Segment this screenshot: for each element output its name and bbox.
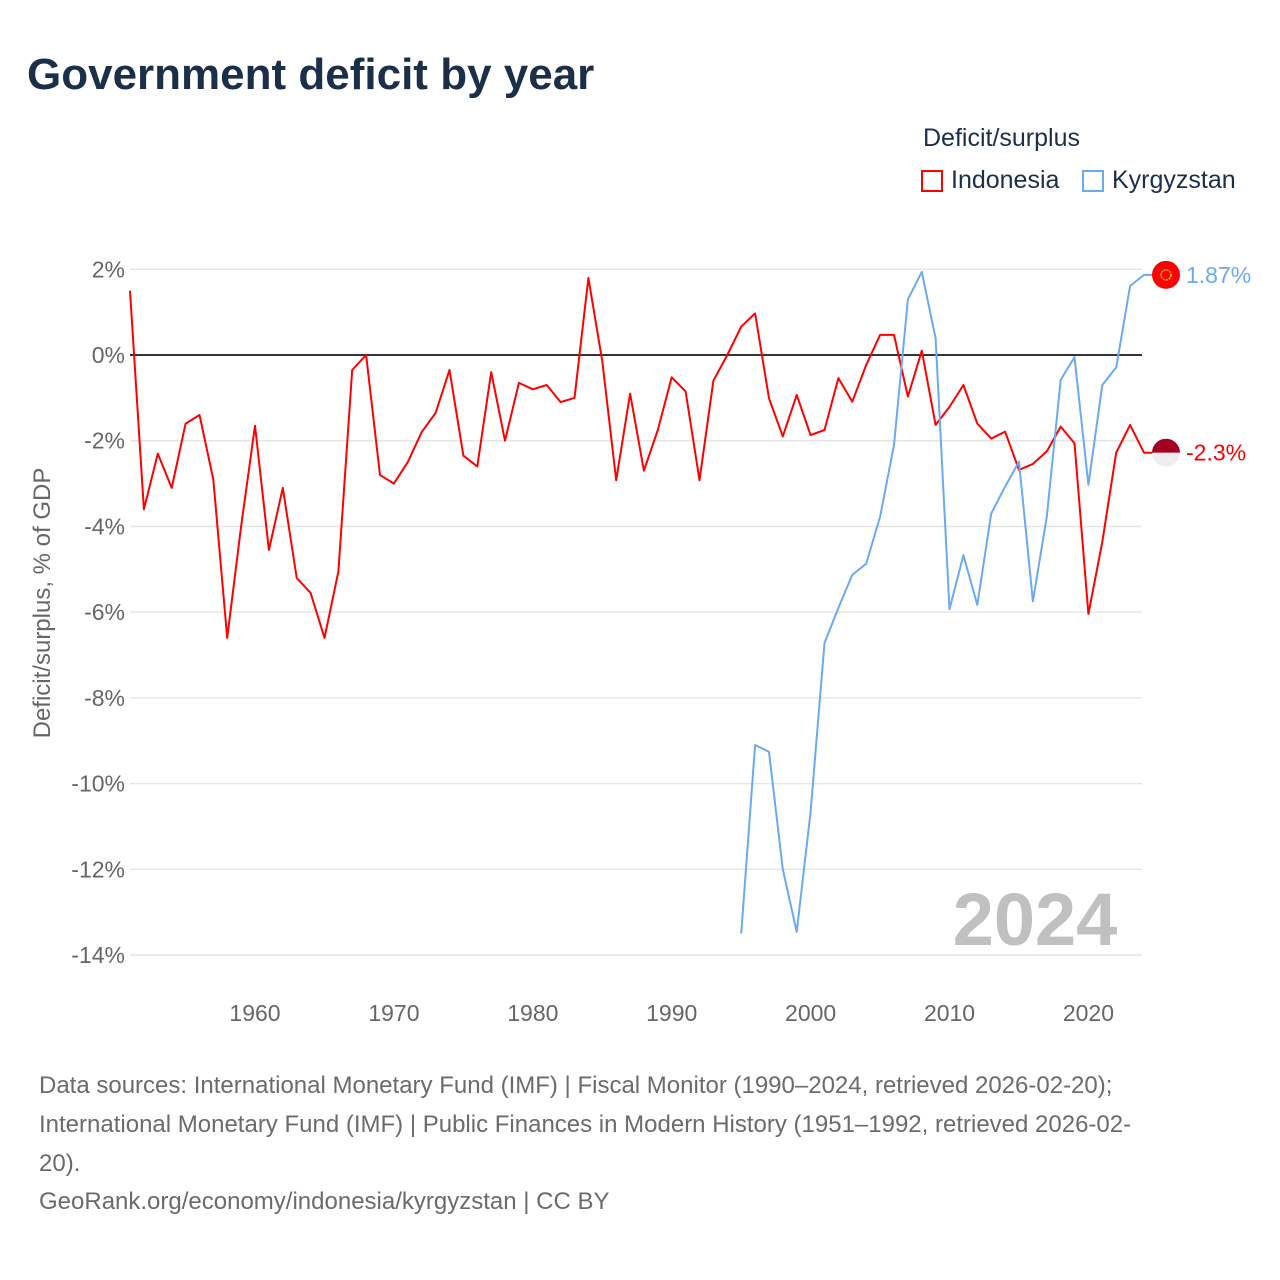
kyrgyzstan-flag-icon bbox=[1152, 260, 1180, 289]
legend-swatch-kyrgyzstan bbox=[1082, 169, 1104, 192]
y-tick-label: 2% bbox=[92, 256, 125, 282]
x-tick-label: 1990 bbox=[646, 1000, 697, 1026]
y-tick-label: -2% bbox=[84, 428, 125, 454]
x-tick-label: 1960 bbox=[229, 1000, 280, 1026]
footer-source-3: 20). bbox=[39, 1150, 81, 1177]
footer-source-2: International Monetary Fund (IMF) | Publ… bbox=[39, 1111, 1132, 1138]
indonesia-flag-icon-lower bbox=[1152, 452, 1181, 467]
x-tick-label: 1970 bbox=[368, 1000, 419, 1026]
legend-swatch-indonesia bbox=[921, 169, 943, 192]
legend-label: Indonesia bbox=[951, 166, 1060, 194]
year-watermark: 2024 bbox=[953, 878, 1118, 961]
series-line-indonesia bbox=[129, 276, 1154, 639]
y-tick-label: 0% bbox=[92, 342, 125, 368]
footer-source-1: Data sources: International Monetary Fun… bbox=[39, 1072, 1113, 1099]
y-axis-title: Deficit/surplus, % of GDP bbox=[29, 468, 56, 739]
y-tick-label: -6% bbox=[84, 599, 125, 625]
legend-item-kyrgyzstan[interactable]: Kyrgyzstan bbox=[1082, 166, 1236, 195]
footer-credit-link[interactable]: GeoRank.org/economy/indonesia/kyrgyzstan… bbox=[39, 1188, 610, 1215]
end-value-label: -2.3% bbox=[1186, 440, 1246, 466]
y-tick-label: -4% bbox=[84, 513, 125, 539]
y-tick-label: -10% bbox=[71, 771, 125, 797]
end-value-label: 1.87% bbox=[1186, 262, 1251, 288]
legend-item-indonesia[interactable]: Indonesia bbox=[921, 166, 1059, 195]
kyrgyzstan-flag-sun-icon bbox=[1160, 269, 1172, 281]
chart-title: Government deficit by year bbox=[27, 50, 595, 99]
y-tick-label: -12% bbox=[71, 856, 125, 882]
x-tick-label: 1980 bbox=[507, 1000, 558, 1026]
x-tick-label: 2020 bbox=[1063, 1000, 1114, 1026]
y-tick-label: -8% bbox=[84, 685, 125, 711]
series-line-kyrgyzstan bbox=[740, 270, 1154, 934]
legend-title: Deficit/surplus bbox=[923, 124, 1080, 152]
y-tick-label: -14% bbox=[71, 942, 125, 968]
x-tick-label: 2000 bbox=[785, 1000, 836, 1026]
legend-label: Kyrgyzstan bbox=[1112, 166, 1236, 194]
x-tick-label: 2010 bbox=[924, 1000, 975, 1026]
indonesia-flag-icon bbox=[1152, 438, 1181, 453]
